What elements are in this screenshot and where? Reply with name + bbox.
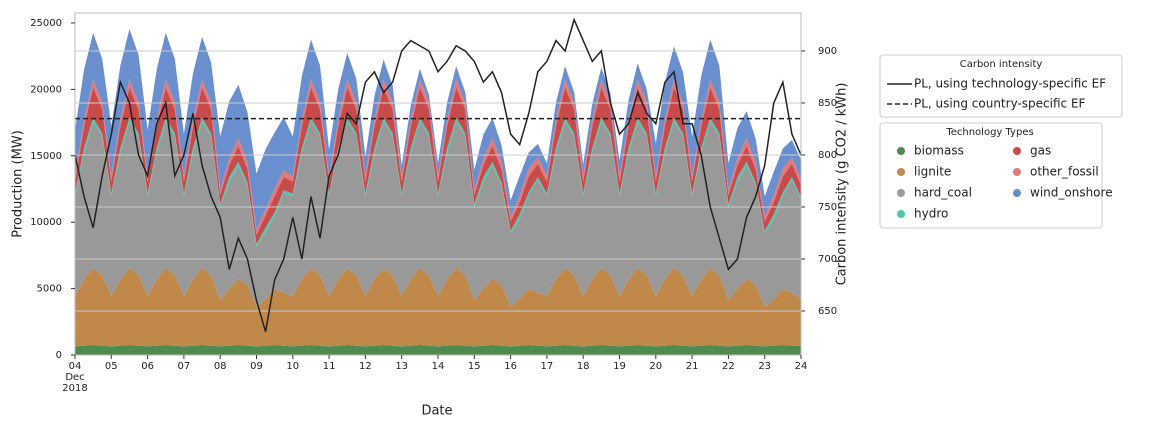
legend-marker xyxy=(897,147,905,155)
y2-tick-label: 700 xyxy=(818,254,837,265)
legend-label: gas xyxy=(1030,144,1051,158)
legend-title: Technology Types xyxy=(945,127,1033,138)
legend-label: other_fossil xyxy=(1030,165,1099,179)
y-tick-label: 25000 xyxy=(30,18,62,29)
x-tick-label: 13 xyxy=(395,361,409,372)
x-tick-label: 04 Dec 2018 xyxy=(62,361,88,394)
legend-label: hydro xyxy=(914,207,948,221)
x-axis-label: Date xyxy=(421,404,452,419)
legend-label: PL, using country-specific EF xyxy=(914,97,1086,111)
x-tick-label: 18 xyxy=(576,361,590,372)
x-tick-label: 14 xyxy=(431,361,445,372)
area xyxy=(75,268,801,347)
legend-marker xyxy=(1013,147,1021,155)
area xyxy=(75,28,801,230)
x-tick-label: 15 xyxy=(467,361,481,372)
legend-marker xyxy=(1013,189,1021,197)
y2-tick-label: 850 xyxy=(818,98,837,109)
x-tick-label: 19 xyxy=(613,361,626,372)
legend-label: lignite xyxy=(914,165,951,179)
legend-marker xyxy=(897,168,905,176)
x-tick-label: 12 xyxy=(359,361,372,372)
y2-axis-label: Carbon intensity (g CO2 / kWh) xyxy=(835,83,850,286)
x-tick-label: 09 xyxy=(250,361,263,372)
area xyxy=(75,345,801,355)
y-tick-label: 10000 xyxy=(30,217,62,228)
plot-area xyxy=(75,17,801,355)
x-tick-label: 07 xyxy=(177,361,191,372)
legend-label: PL, using technology-specific EF xyxy=(914,77,1106,91)
x-tick-label: 16 xyxy=(504,361,517,372)
y-tick-label: 20000 xyxy=(30,84,62,95)
x-tick-label: 05 xyxy=(104,361,118,372)
area xyxy=(75,121,801,307)
x-tick-label: 23 xyxy=(758,361,772,372)
legend-marker xyxy=(1013,168,1021,176)
x-tick-label: 17 xyxy=(540,361,554,372)
x-tick-label: 06 xyxy=(141,361,154,372)
y-tick-label: 5000 xyxy=(37,284,62,295)
x-tick-label: 11 xyxy=(322,361,336,372)
x-tick-label: 20 xyxy=(649,361,663,372)
x-tick-label: 21 xyxy=(685,361,699,372)
legend-label: wind_onshore xyxy=(1030,186,1113,200)
legend-label: biomass xyxy=(914,144,964,158)
legend-box xyxy=(879,122,1103,229)
y-tick-label: 0 xyxy=(56,350,62,361)
legend-label: hard_coal xyxy=(914,186,972,200)
line xyxy=(75,17,801,333)
y2-tick-label: 900 xyxy=(818,46,837,57)
legend-box xyxy=(879,54,1123,118)
y2-tick-label: 800 xyxy=(818,150,837,161)
y2-tick-label: 750 xyxy=(818,202,837,213)
x-tick-label: 08 xyxy=(213,361,227,372)
y2-tick-label: 650 xyxy=(818,306,837,317)
y-axis-label: Production (MW) xyxy=(11,130,26,238)
y-tick-label: 15000 xyxy=(30,151,62,162)
x-tick-label: 24 xyxy=(794,361,808,372)
legend-marker xyxy=(897,189,905,197)
x-tick-label: 22 xyxy=(722,361,735,372)
x-tick-label: 10 xyxy=(286,361,300,372)
legend-marker xyxy=(897,210,905,218)
legend-title: Carbon intensity xyxy=(960,59,1043,70)
